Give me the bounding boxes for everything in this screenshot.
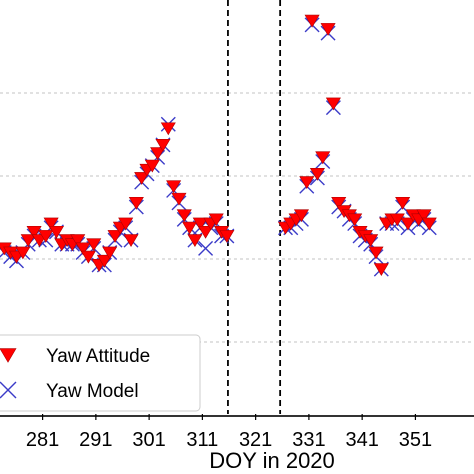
x-axis-ticks: 281 291 301 311 321 331 341 351 [26,414,432,451]
x-tick-label-341: 341 [345,429,378,451]
legend-yaw-model-label: Yaw Model [46,381,139,402]
yaw-attitude-point-7 [38,230,54,243]
x-tick-label-311: 311 [186,429,218,451]
x-tick-label-281: 281 [26,429,59,451]
legend-box [0,334,201,412]
yaw-attitude-point-33 [176,209,192,223]
yaw-attitude-point-41 [219,230,235,243]
yaw-attitude-point-63 [389,213,405,227]
yaw-attitude-point-46 [299,176,315,190]
yaw-attitude-point-31 [166,180,182,194]
yaw-attitude-series [0,14,437,276]
yaw-attitude-point-3 [15,246,31,260]
legend: Yaw Attitude Yaw Model [0,334,201,412]
yaw-attitude-point-16 [86,238,102,252]
yaw-attitude-point-20 [107,230,123,243]
eclipse-boundary-lines [227,0,282,414]
yaw-attitude-point-64 [395,196,411,210]
yaw-attitude-point-49 [315,151,331,165]
x-tick-label-331: 331 [292,429,325,451]
yaw-attitude-point-65 [400,217,416,231]
x-tick-label-321: 321 [239,429,272,451]
x-tick-label-351: 351 [399,429,432,451]
yaw-attitude-point-39 [208,213,224,227]
x-tick-label-301: 301 [132,429,165,451]
yaw-attitude-point-37 [198,225,214,239]
yaw-attitude-point-5 [26,225,42,239]
yaw-model-point-37 [198,240,214,256]
yaw-attitude-point-29 [155,139,171,152]
yaw-attitude-point-27 [144,159,160,173]
yaw-attitude-point-18 [96,254,112,268]
yaw-attitude-point-28 [150,147,166,161]
yaw-attitude-point-45 [293,209,309,223]
yaw-attitude-point-22 [118,217,134,231]
x-axis-title: DOY in 2020 [209,448,335,473]
legend-yaw-model-marker [0,381,17,399]
yaw-attitude-point-36 [192,217,208,231]
yaw-attitude-point-15 [80,250,96,264]
yaw-attitude-point-59 [368,246,384,260]
yaw-attitude-point-13 [70,234,86,248]
yaw-attitude-point-68 [416,209,432,223]
yaw-attitude-point-69 [421,217,437,231]
yaw-attitude-point-58 [363,234,379,248]
yaw-attitude-point-55 [347,213,363,227]
yaw-attitude-point-19 [102,246,118,260]
yaw-attitude-point-35 [187,234,203,248]
yaw-attitude-point-30 [160,122,176,136]
yaw-attitude-point-8 [43,217,59,231]
plot-frame [0,415,474,417]
legend-yaw-attitude-label: Yaw Attitude [46,346,150,367]
yaw-attitude-point-48 [309,167,325,181]
yaw-attitude-point-34 [182,221,198,235]
yaw-attitude-point-9 [48,225,64,239]
yaw-attitude-point-14 [75,242,91,256]
yaw-attitude-point-4 [20,234,36,248]
yaw-attitude-point-52 [331,196,347,210]
yaw-attitude-point-60 [373,263,389,276]
x-tick-label-291: 291 [79,429,112,451]
yaw-attitude-point-23 [123,234,139,248]
yaw-attitude-point-32 [171,192,187,206]
yaw-attitude-point-24 [128,196,144,210]
yaw-attitude-point-50 [320,23,336,36]
legend-yaw-attitude-marker [0,348,17,363]
yaw-attitude-point-47 [304,14,320,28]
yaw-attitude-point-51 [325,97,341,111]
yaw-attitude-point-25 [134,172,150,185]
legend-triangle [0,348,17,363]
legend-cross [0,381,17,399]
